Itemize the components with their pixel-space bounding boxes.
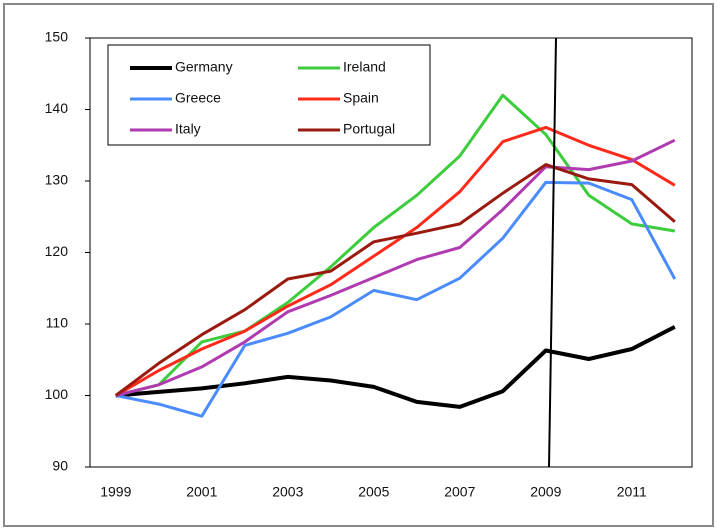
y-tick-label: 130 — [45, 172, 69, 188]
x-tick-label: 2011 — [617, 484, 647, 500]
x-tick-label: 2005 — [358, 484, 389, 500]
reference-line — [548, 37, 557, 468]
series-line — [115, 180, 677, 418]
legend: Germany Ireland Greece Spain Italy Portugal — [130, 59, 395, 137]
series-line — [115, 125, 676, 397]
y-tick-label: 140 — [45, 100, 69, 116]
y-tick-label: 110 — [46, 315, 69, 331]
y-tick-label: 90 — [52, 458, 68, 474]
y-tick-label: 120 — [45, 243, 69, 259]
legend-box — [107, 44, 431, 146]
legend-label: Ireland — [343, 59, 386, 75]
series-line — [114, 163, 676, 397]
series-line — [115, 325, 676, 409]
x-tick-label: 2003 — [272, 484, 303, 500]
x-tick-label: 2009 — [530, 484, 561, 500]
series-line — [115, 138, 676, 397]
legend-label: Spain — [343, 90, 379, 106]
x-tick-label: 1999 — [100, 484, 131, 500]
legend-label: Germany — [175, 59, 233, 75]
y-tick-label: 100 — [45, 386, 69, 402]
x-tick-label: 2007 — [444, 484, 475, 500]
series-line — [115, 93, 676, 397]
legend-label: Portugal — [343, 121, 395, 137]
legend-label: Greece — [175, 90, 221, 106]
x-tick-label: 2001 — [186, 484, 217, 500]
legend-label: Italy — [175, 121, 201, 137]
plot: 90 100 110 120 130 140 150 1999 2001 2003 2005 2007… — [45, 29, 677, 500]
y-tick-label: 150 — [45, 29, 69, 45]
